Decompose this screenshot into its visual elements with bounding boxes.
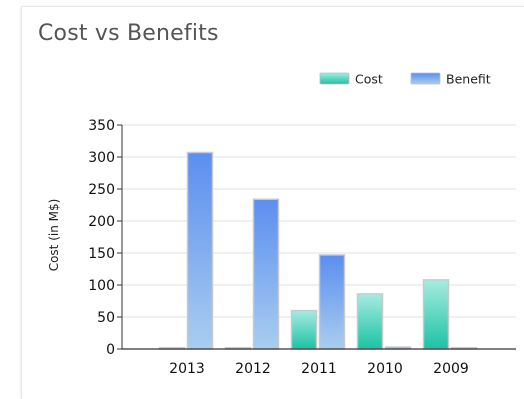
x-tick-label: 2009 xyxy=(433,361,469,377)
bar-cost xyxy=(290,309,318,350)
chart-title: Cost vs Benefits xyxy=(38,21,219,46)
bar-benefit xyxy=(186,151,214,350)
x-tick-label: 2011 xyxy=(301,361,337,377)
legend: Cost Benefit xyxy=(319,72,491,87)
y-axis: 0 50 100 150 200 250 300 350 xyxy=(88,118,123,358)
legend-swatch-cost xyxy=(319,72,350,85)
bar-cost xyxy=(356,293,384,350)
legend-label-benefit: Benefit xyxy=(446,72,491,87)
legend-label-cost: Cost xyxy=(355,72,383,87)
x-tick-label: 2013 xyxy=(169,361,205,377)
y-tick-label: 50 xyxy=(97,310,115,326)
y-axis-label: Cost (in M$) xyxy=(47,199,61,272)
x-tick-label: 2010 xyxy=(367,361,403,377)
x-tick-label: 2012 xyxy=(235,361,271,377)
y-tick-label: 250 xyxy=(88,182,115,198)
y-tick-label: 100 xyxy=(88,278,115,294)
y-tick-label: 150 xyxy=(88,246,115,262)
bars xyxy=(158,151,478,350)
bar-benefit xyxy=(318,254,346,350)
y-tick-label: 200 xyxy=(88,214,115,230)
y-tick-label: 300 xyxy=(88,150,115,166)
bar-cost xyxy=(422,279,450,350)
y-tick-label: 0 xyxy=(106,342,115,358)
bar-benefit xyxy=(252,198,280,350)
x-axis: 2013 2012 2011 2010 2009 xyxy=(122,348,516,377)
legend-swatch-benefit xyxy=(410,72,441,85)
y-tick-label: 350 xyxy=(88,118,115,134)
